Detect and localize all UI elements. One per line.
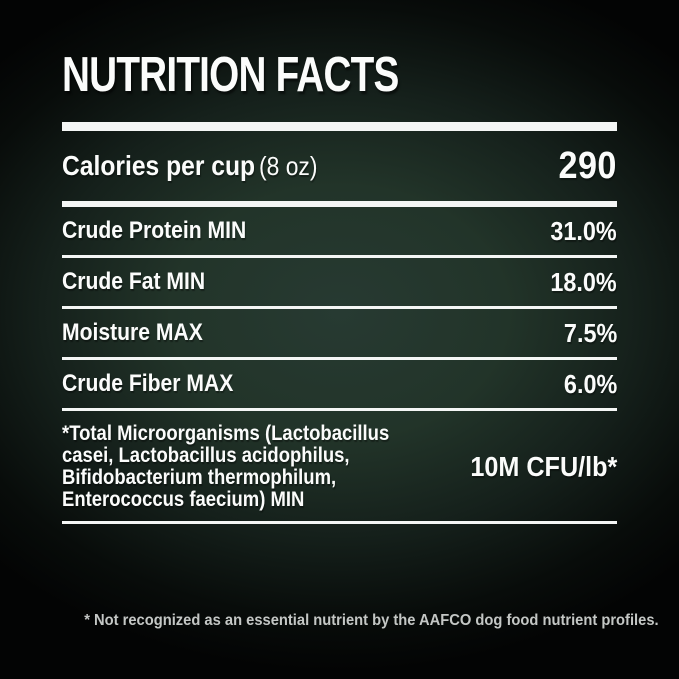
divider-thin bbox=[62, 255, 617, 258]
divider-thin bbox=[62, 357, 617, 360]
table-row: Crude Protein MIN 31.0% bbox=[62, 207, 617, 255]
divider-thin-bottom bbox=[62, 521, 617, 524]
divider-thin bbox=[62, 408, 617, 411]
divider-thick-top bbox=[62, 122, 617, 131]
table-row: Moisture MAX 7.5% bbox=[62, 309, 617, 357]
nutrient-value: 6.0% bbox=[563, 368, 617, 399]
nutrient-value: 31.0% bbox=[550, 215, 617, 246]
nutrient-label: Crude Fiber MAX bbox=[62, 370, 234, 397]
nutrient-value: 18.0% bbox=[550, 266, 617, 297]
table-row: Crude Fat MIN 18.0% bbox=[62, 258, 617, 306]
microorganisms-label: *Total Microorganisms (Lactobacillus cas… bbox=[62, 422, 390, 511]
calories-serving-size: (8 oz) bbox=[258, 151, 318, 181]
aafco-footnote: * Not recognized as an essential nutrien… bbox=[84, 612, 659, 629]
nutrient-value: 7.5% bbox=[563, 317, 617, 348]
microorganisms-value: 10M CFU/lb* bbox=[469, 451, 617, 482]
calories-row: Calories per cup (8 oz) 290 bbox=[62, 131, 617, 201]
table-row: Crude Fiber MAX 6.0% bbox=[62, 360, 617, 408]
nutrient-label: Crude Fat MIN bbox=[62, 268, 206, 295]
calories-label-group: Calories per cup (8 oz) bbox=[62, 150, 317, 182]
nutrition-facts-panel: NUTRITION FACTS Calories per cup (8 oz) … bbox=[62, 0, 659, 630]
panel-title: NUTRITION FACTS bbox=[62, 48, 399, 102]
calories-label: Calories per cup bbox=[62, 150, 256, 181]
nutrient-label: Crude Protein MIN bbox=[62, 217, 247, 244]
calories-value: 290 bbox=[558, 144, 617, 187]
microorganisms-row: *Total Microorganisms (Lactobacillus cas… bbox=[62, 411, 617, 521]
divider-thin bbox=[62, 306, 617, 309]
divider-medium bbox=[62, 201, 617, 207]
nutrient-label: Moisture MAX bbox=[62, 319, 203, 346]
